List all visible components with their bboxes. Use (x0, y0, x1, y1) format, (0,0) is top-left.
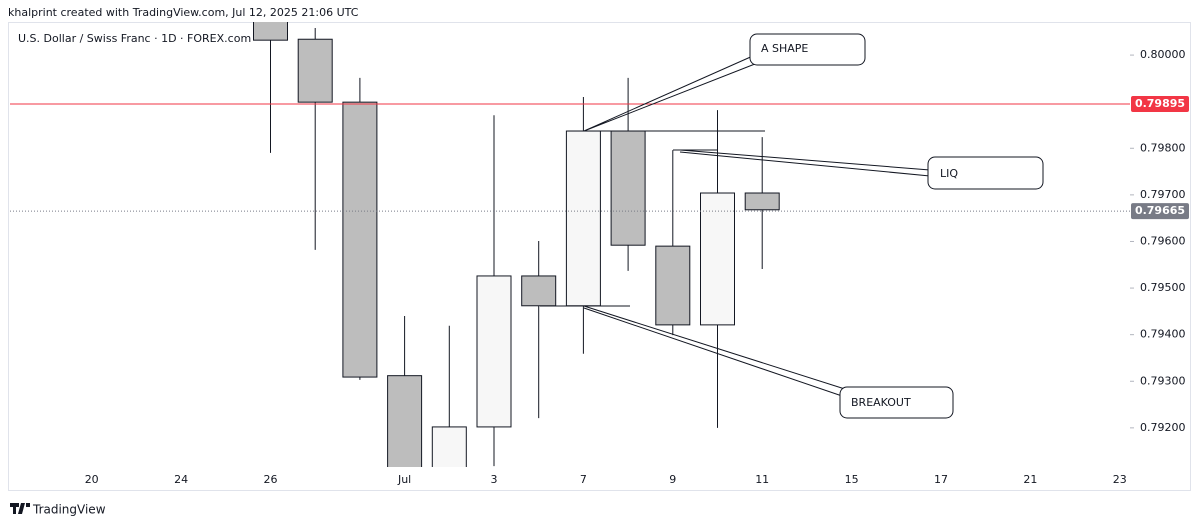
candle-body (476, 275, 512, 428)
x-tick-label: 20 (85, 473, 99, 486)
x-tick-label: Jul (397, 473, 411, 486)
callout-line (583, 54, 761, 132)
annotation: A SHAPE (761, 42, 808, 55)
candle-body (297, 38, 333, 103)
x-tick-label: 11 (755, 473, 769, 486)
annotations (540, 33, 1044, 419)
candle-body (387, 375, 423, 467)
y-tick-label: 0.79800 (1140, 141, 1186, 154)
candle-body (700, 192, 735, 326)
candle-body (431, 426, 467, 467)
credit: khalprint created with TradingView.com, … (8, 6, 359, 19)
x-tick-label: 3 (491, 473, 498, 486)
candle-body (565, 130, 601, 307)
callout-line (679, 149, 931, 177)
price-label: 0.79895 (1135, 97, 1185, 110)
brand: TradingView (10, 503, 106, 517)
plot: 0.79200 0.79300 0.79400 0.79500 0.79600 0.797… (10, 22, 1189, 486)
callout-box (749, 33, 866, 66)
annotation: BREAKOUT (851, 396, 911, 409)
price-label-box (1131, 203, 1189, 220)
callout-box (927, 156, 1044, 190)
candle-body (342, 101, 378, 378)
y-tick-label: 0.79300 (1140, 374, 1186, 387)
y-tick-label: 0.80000 (1140, 48, 1186, 61)
candle-body (521, 275, 557, 307)
brand-name: TradingView (32, 503, 106, 517)
callout-box (839, 386, 954, 419)
price-label: 0.79665 (1135, 204, 1185, 217)
candle-body (655, 245, 691, 326)
x-tick-label: 15 (845, 473, 859, 486)
y-tick-label: 0.79200 (1140, 421, 1186, 434)
callout-line (583, 305, 849, 398)
frame (8, 22, 1191, 491)
y-tick-label: 0.79600 (1140, 234, 1186, 247)
price-label-box (1131, 96, 1189, 113)
x-tick-label: 26 (264, 473, 278, 486)
x-tick-label: 24 (174, 473, 188, 486)
y-tick-label: 0.79500 (1140, 281, 1186, 294)
chart-title: U.S. Dollar / Swiss Franc · 1D · FOREX.c… (18, 32, 251, 45)
x-tick-label: 23 (1113, 473, 1127, 486)
y-tick-label: 0.79700 (1140, 188, 1186, 201)
candle-body (253, 22, 288, 41)
x-tick-label: 21 (1023, 473, 1037, 486)
x-tick-label: 7 (580, 473, 587, 486)
candles (253, 22, 780, 467)
x-tick-label: 9 (669, 473, 676, 486)
x-tick-label: 17 (934, 473, 948, 486)
y-tick-label: 0.79400 (1140, 328, 1186, 341)
candle-body (610, 130, 646, 246)
candle-body (744, 192, 780, 211)
annotation: LIQ (940, 167, 958, 180)
